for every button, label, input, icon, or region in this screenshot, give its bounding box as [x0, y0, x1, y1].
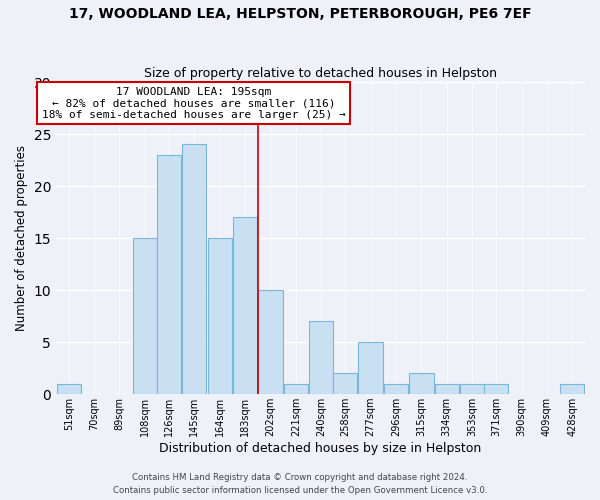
Bar: [133, 238, 157, 394]
Bar: [384, 384, 408, 394]
Bar: [434, 384, 459, 394]
Bar: [56, 384, 81, 394]
Y-axis label: Number of detached properties: Number of detached properties: [15, 145, 28, 331]
Bar: [258, 290, 283, 394]
Bar: [460, 384, 484, 394]
Text: Contains HM Land Registry data © Crown copyright and database right 2024.
Contai: Contains HM Land Registry data © Crown c…: [113, 474, 487, 495]
Bar: [409, 374, 434, 394]
Bar: [484, 384, 508, 394]
Text: 17 WOODLAND LEA: 195sqm
← 82% of detached houses are smaller (116)
18% of semi-d: 17 WOODLAND LEA: 195sqm ← 82% of detache…: [41, 86, 346, 120]
Bar: [233, 218, 257, 394]
Bar: [284, 384, 308, 394]
Bar: [358, 342, 383, 394]
Bar: [309, 322, 334, 394]
Bar: [182, 144, 206, 394]
X-axis label: Distribution of detached houses by size in Helpston: Distribution of detached houses by size …: [160, 442, 482, 455]
Bar: [157, 155, 181, 394]
Text: 17, WOODLAND LEA, HELPSTON, PETERBOROUGH, PE6 7EF: 17, WOODLAND LEA, HELPSTON, PETERBOROUGH…: [68, 8, 532, 22]
Bar: [560, 384, 584, 394]
Bar: [208, 238, 232, 394]
Title: Size of property relative to detached houses in Helpston: Size of property relative to detached ho…: [144, 66, 497, 80]
Bar: [333, 374, 358, 394]
